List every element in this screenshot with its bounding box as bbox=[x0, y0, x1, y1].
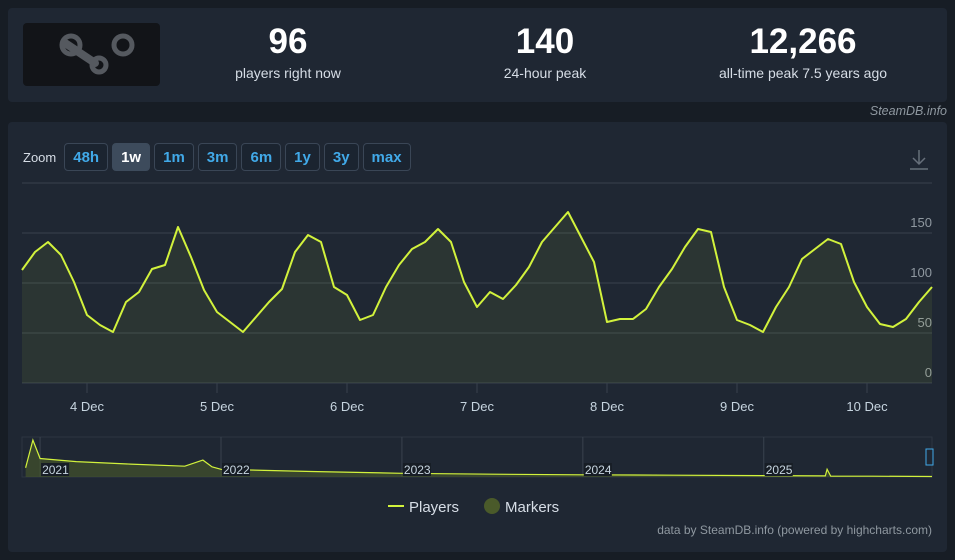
zoom-button[interactable]: 1m bbox=[154, 143, 194, 171]
app-logo bbox=[23, 23, 160, 86]
zoom-button[interactable]: max bbox=[362, 143, 411, 171]
zoom-button[interactable]: 1y bbox=[285, 143, 320, 171]
stat: 12,266 all-time peak 7.5 years ago bbox=[683, 22, 923, 82]
stat-label: all-time peak 7.5 years ago bbox=[718, 65, 888, 81]
stat-value: 140 bbox=[515, 22, 575, 61]
stat-label: players right now bbox=[235, 65, 341, 81]
chart-card: Zoom 48h 1w 1m 3m 6m 1y 3y max bbox=[8, 122, 947, 552]
zoom-button[interactable]: 6m bbox=[241, 143, 282, 171]
stat: 140 24-hour peak bbox=[425, 22, 665, 82]
zoom-button[interactable]: 1w bbox=[112, 143, 151, 171]
zoom-button[interactable]: 3y bbox=[323, 143, 359, 171]
steam-logo bbox=[59, 33, 135, 75]
stat-label: 24-hour peak bbox=[503, 65, 587, 81]
stat-value: 12,266 bbox=[749, 22, 857, 61]
stat: 96 players right now bbox=[168, 22, 408, 82]
stats-card: 96 players right now 140 24-hour peak 12,2… bbox=[8, 8, 947, 102]
stat-value: 96 bbox=[268, 22, 308, 61]
zoom-bar: Zoom 48h 1w 1m 3m 6m 1y 3y max bbox=[23, 143, 411, 171]
source-tag: SteamDB.info bbox=[869, 104, 947, 118]
zoom-label: Zoom bbox=[23, 149, 57, 165]
zoom-button[interactable]: 48h bbox=[64, 143, 109, 171]
zoom-button[interactable]: 3m bbox=[197, 143, 238, 171]
